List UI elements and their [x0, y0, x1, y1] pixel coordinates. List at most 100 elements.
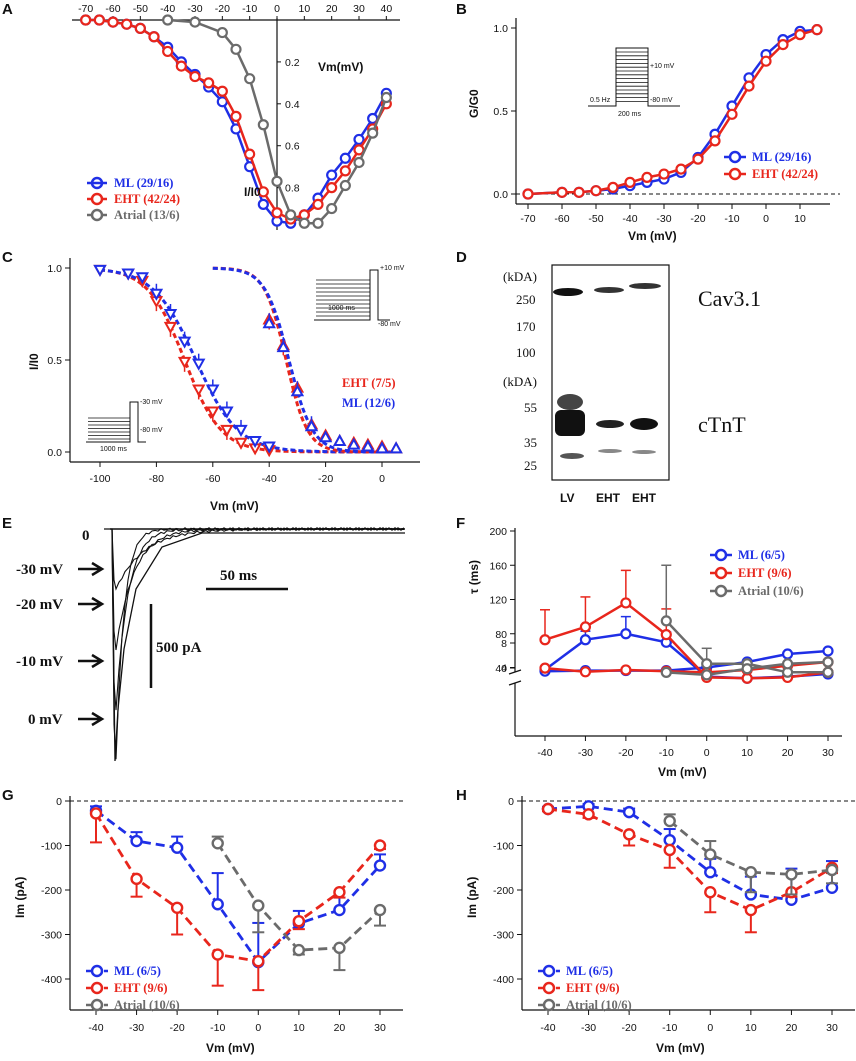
protocol-act-dur: 1000 ms [328, 305, 355, 312]
band-lower-eht2 [632, 450, 656, 454]
data-point [339, 152, 351, 164]
data-point [211, 837, 224, 850]
data-point [726, 108, 738, 120]
data-point [211, 948, 224, 961]
data-point [333, 941, 346, 955]
data-point [107, 16, 119, 28]
x-tick-label: -30 [656, 213, 671, 225]
data-point [373, 859, 387, 872]
data-point [216, 26, 228, 39]
panel-label-h: H [456, 787, 467, 804]
data-point [579, 634, 592, 646]
x-tick-label: -20 [622, 1022, 637, 1034]
lane-eht-1: EHT [596, 491, 621, 505]
band-ctnt-lv [555, 410, 585, 436]
protocol-act-v: +10 mV [380, 265, 405, 272]
fit-curve [212, 266, 397, 454]
data-point [822, 656, 834, 668]
data-point [130, 872, 143, 886]
data-point [93, 14, 105, 26]
data-point [162, 45, 174, 58]
y-tick-label: -200 [41, 885, 62, 897]
panel-g-legend: ML (6/5) EHT (9/6) Atrial (10/6) [86, 964, 180, 1012]
data-point [211, 898, 224, 911]
series-line [547, 807, 833, 912]
x-tick-label: -80 [149, 473, 164, 485]
y-tick-label: -100 [41, 841, 62, 853]
x-tick-label: -40 [622, 213, 637, 225]
panel-label-e: E [2, 515, 12, 532]
data-point [177, 336, 192, 349]
data-point [292, 943, 306, 957]
x-tick-label: -10 [210, 1022, 225, 1034]
panel-b: -70 -60 -50 -40 -30 -20 -10 0 10 0.0 0.5 1.0 Vm (mV… [467, 18, 840, 243]
x-tick-label: -20 [170, 1022, 185, 1034]
legend-eht: EHT (9/6) [566, 981, 620, 995]
data-point [781, 648, 794, 660]
panel-e: 0 -30 mV -20 mV -10 mV 0 mV 50 ms 500 pA [16, 527, 405, 762]
band-ctnt-eht1 [596, 420, 624, 428]
x-tick-label: 10 [741, 747, 753, 759]
data-point [744, 866, 758, 879]
current-trace [104, 527, 405, 711]
legend-marker-atrial [542, 998, 556, 1012]
x-tick-label: -60 [554, 213, 569, 225]
voltage-label-zero: 0 [82, 528, 90, 544]
band-lower-eht1 [598, 449, 622, 453]
legend-marker-atrial [90, 208, 104, 222]
panel-f-plot: -40 -30 -20 -10 0 10 20 30 40 80 120 160 200 4 8 [489, 526, 842, 759]
axis-break [508, 680, 522, 686]
blot-marker-100: 100 [516, 345, 536, 360]
data-point [375, 441, 389, 454]
x-tick-label: 0 [704, 747, 710, 759]
data-point [333, 886, 346, 899]
data-point [622, 805, 636, 819]
data-point [292, 914, 306, 928]
blot-marker-25: 25 [524, 458, 537, 473]
data-point [781, 658, 794, 670]
arrow-icon [78, 711, 105, 727]
series-line [95, 809, 382, 965]
fit-curve [99, 268, 397, 454]
data-point [663, 814, 676, 828]
band-cav-eht2 [629, 283, 661, 289]
x-tick-label: -30 [129, 1022, 144, 1034]
x-tick-label: -100 [89, 473, 110, 485]
voltage-arrows [78, 561, 105, 727]
protocol-v-hold: -80 mV [650, 97, 673, 104]
data-point [135, 272, 149, 285]
legend-marker-atrial [714, 584, 728, 598]
legend-ml: ML (6/5) [738, 548, 785, 562]
data-point [326, 202, 338, 215]
panel-label-a: A [2, 1, 13, 18]
legend-eht: EHT (9/6) [738, 566, 792, 580]
data-point [248, 435, 262, 449]
x-tick-label: -10 [662, 1022, 677, 1034]
band-lower-lv [560, 453, 584, 459]
data-point [353, 133, 365, 146]
data-point [170, 901, 184, 914]
series-line-fast [544, 660, 829, 674]
data-point [326, 169, 338, 181]
data-point [192, 384, 206, 397]
data-point [285, 209, 297, 221]
data-point [333, 903, 346, 917]
data-point [663, 833, 676, 847]
protocol-freq: 0.5 Hz [590, 97, 611, 104]
data-point [692, 153, 704, 165]
panel-c-xlabel: Vm (mV) [210, 499, 259, 513]
panel-b-xlabel: Vm (mV) [628, 229, 677, 243]
data-point [620, 597, 632, 609]
current-traces [104, 527, 405, 762]
data-point [206, 406, 220, 419]
series-line [94, 812, 382, 963]
panel-label-b: B [456, 1, 467, 18]
data-point [380, 91, 392, 104]
panel-f-legend: ML (6/5) EHT (9/6) Atrial (10/6) [710, 548, 804, 598]
x-tick-label: 10 [293, 1022, 305, 1034]
y-tick-label: 1.0 [47, 263, 62, 275]
x-tick-label: 0 [274, 3, 280, 15]
scalebar-current-label: 500 pA [156, 640, 202, 656]
data-point [658, 168, 670, 180]
